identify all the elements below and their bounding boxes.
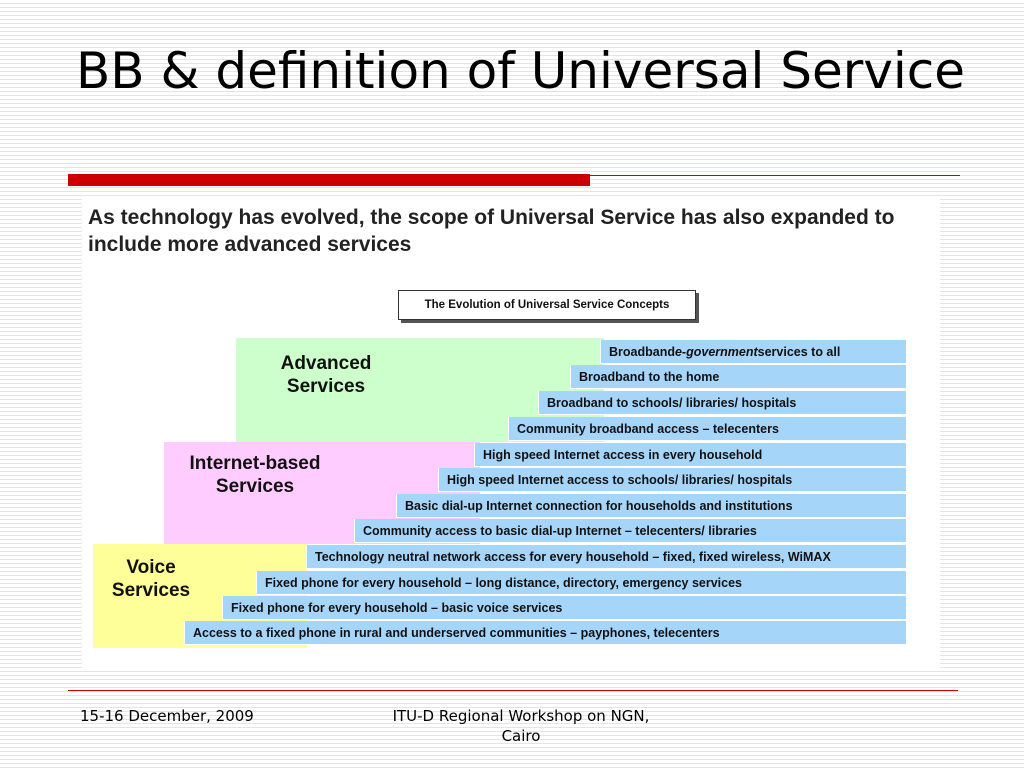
slide-title: BB & definition of Universal Service [76, 42, 966, 100]
step-text: High speed Internet access in every hous… [483, 447, 763, 462]
step-text: Broadband to schools/ libraries/ hospita… [547, 395, 797, 410]
step-text: Community access to basic dial-up Intern… [363, 523, 757, 538]
step-text: Broadband to the home [579, 369, 720, 384]
footer-event: ITU-D Regional Workshop on NGN, Cairo [356, 706, 686, 746]
step-text: Access to a fixed phone in rural and und… [193, 625, 720, 640]
step-text: Community broadband access – telecenters [517, 421, 779, 436]
figure-headline: As technology has evolved, the scope of … [88, 206, 895, 256]
step-bar: High speed Internet access to schools/ l… [438, 468, 906, 492]
step-bar: Broadband e-government services to all [600, 340, 906, 364]
step-bar: Community access to basic dial-up Intern… [354, 519, 906, 543]
step-bar: Basic dial-up Internet connection for ho… [396, 494, 906, 518]
step-bar: Fixed phone for every household – long d… [256, 571, 906, 595]
step-bar: Fixed phone for every household – basic … [222, 596, 906, 620]
step-text-pre: Broadband [609, 344, 675, 359]
footer-event-line2: Cairo [501, 727, 541, 745]
step-text: Fixed phone for every household – basic … [231, 600, 563, 615]
step-bar: Broadband to the home [570, 365, 906, 389]
footer-date: 15-16 December, 2009 [80, 707, 254, 725]
title-underline-thick [68, 174, 590, 186]
step-bar: Access to a fixed phone in rural and und… [184, 621, 906, 645]
step-text-post: services to all [757, 344, 841, 359]
step-bar: Technology neutral network access for ev… [306, 545, 906, 569]
figure-caption: The Evolution of Universal Service Conce… [398, 290, 696, 320]
step-text: High speed Internet access to schools/ l… [447, 472, 793, 487]
footer-event-line1: ITU-D Regional Workshop on NGN, [392, 707, 650, 725]
step-bar: Community broadband access – telecenters [508, 417, 906, 441]
tier-voice-label: Voice Services [111, 557, 191, 601]
step-text: Fixed phone for every household – long d… [265, 575, 743, 590]
step-bar: High speed Internet access in every hous… [474, 443, 906, 467]
tier-internet-label: Internet-based Services [189, 453, 321, 497]
tier-advanced-label: Advanced Services [280, 353, 372, 397]
title-underline-thin [590, 175, 960, 176]
evolution-figure: As technology has evolved, the scope of … [82, 196, 940, 670]
footer-rule [68, 690, 958, 691]
step-bar: Broadband to schools/ libraries/ hospita… [538, 391, 906, 415]
step-text: Technology neutral network access for ev… [315, 549, 831, 564]
step-text: Basic dial-up Internet connection for ho… [405, 498, 793, 513]
step-text-em: e-government [674, 344, 758, 359]
